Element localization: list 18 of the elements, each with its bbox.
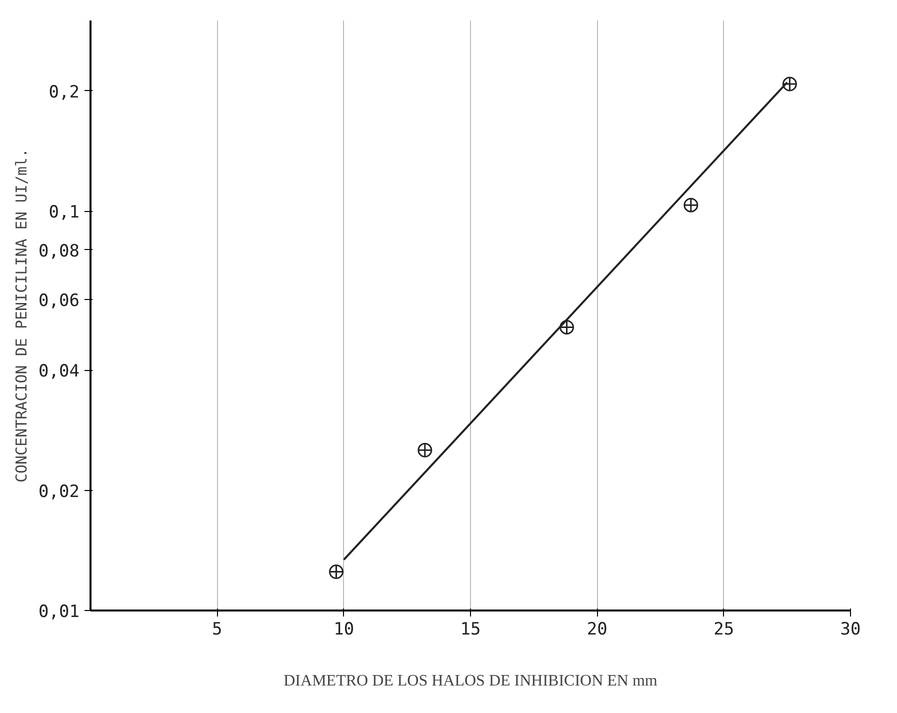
y-tick-label: 0,08 xyxy=(38,241,80,262)
point xyxy=(328,564,344,580)
y-tick-label: 0,06 xyxy=(38,291,80,312)
x-tick-label: 20 xyxy=(586,620,608,640)
x-tick-label: 10 xyxy=(334,620,354,640)
point xyxy=(418,442,432,458)
x-tick-label: 15 xyxy=(460,620,481,640)
y-tick-label: 0,1 xyxy=(48,202,80,223)
y-tick-label: 0,04 xyxy=(38,362,80,382)
x-tick-label: 5 xyxy=(212,620,222,640)
point xyxy=(684,198,698,212)
y-tick-label: 0,02 xyxy=(38,482,80,502)
y-tick-label: 0,01 xyxy=(38,602,80,622)
x-tick-label: 30 xyxy=(840,620,861,640)
y-tick-label: 0,2 xyxy=(48,82,80,102)
x-axis-title: DIAMETRO DE LOS HALOS DE INHIBICION EN mm xyxy=(284,672,658,690)
y-axis-title: CONCENTRACION DE PENICILINA EN UI/ml. xyxy=(12,148,31,483)
x-tick-label: 25 xyxy=(714,620,734,640)
